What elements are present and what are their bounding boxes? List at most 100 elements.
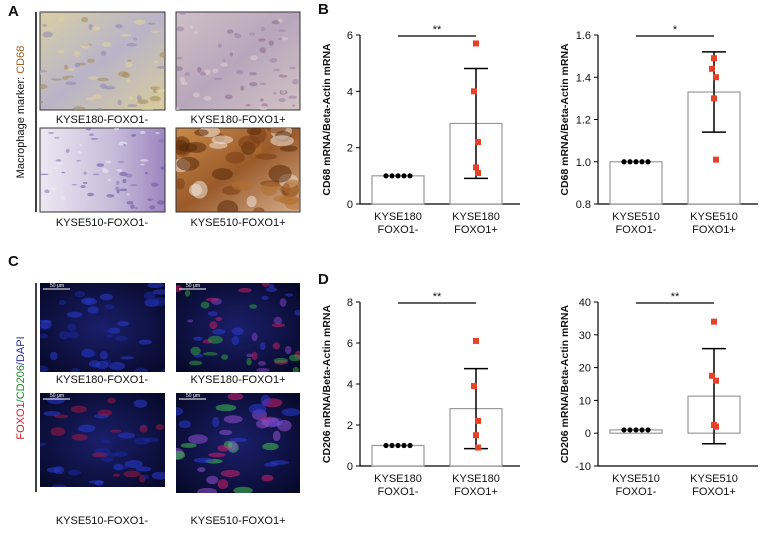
panel-label: D	[318, 271, 329, 288]
cell	[176, 407, 184, 416]
texture	[176, 283, 300, 372]
y-tick-label: 2	[347, 143, 353, 155]
y-tick-label: 0	[347, 461, 353, 473]
cell	[65, 81, 77, 86]
cell	[129, 184, 138, 187]
cell	[245, 104, 251, 107]
data-point	[709, 65, 715, 72]
cell	[44, 189, 50, 194]
cell	[120, 356, 135, 360]
data-point	[627, 427, 633, 433]
cell	[141, 106, 154, 110]
cell	[210, 108, 214, 110]
cell	[176, 450, 186, 460]
cell	[151, 182, 159, 187]
cell	[147, 22, 156, 25]
side-label-part: /CD206	[15, 365, 27, 402]
cell	[176, 156, 200, 171]
cell	[133, 437, 151, 445]
cell	[231, 336, 240, 345]
cell	[147, 283, 164, 289]
cell	[211, 135, 234, 145]
cell	[234, 33, 242, 39]
ihc-image	[39, 11, 166, 111]
image-caption: KYSE180-FOXO1+	[190, 114, 285, 126]
cell	[138, 339, 152, 345]
cell	[74, 291, 86, 298]
y-tick-label: 30	[579, 330, 591, 342]
cell	[90, 138, 99, 140]
side-label-part: CD68	[15, 46, 27, 74]
y-tick-label: 1.2	[576, 115, 591, 127]
cell	[259, 105, 268, 110]
cell	[248, 72, 257, 76]
cell	[288, 12, 293, 14]
cell	[277, 419, 292, 432]
cell	[160, 166, 165, 170]
cell	[123, 144, 127, 146]
data-point	[645, 427, 651, 433]
cell	[155, 88, 165, 93]
cell	[97, 107, 103, 110]
cell	[131, 134, 137, 137]
texture	[176, 12, 299, 110]
cell	[140, 159, 149, 162]
cell	[157, 200, 165, 205]
scale-label: 50 μm	[186, 283, 200, 289]
cell	[284, 345, 292, 355]
cell	[220, 62, 228, 67]
side-label-part: Macrophage marker:	[15, 74, 27, 179]
cell	[176, 178, 185, 190]
cell	[149, 205, 156, 210]
cell	[67, 67, 75, 72]
cell	[133, 37, 138, 41]
bar	[609, 161, 663, 205]
y-tick-label: 20	[579, 363, 591, 375]
x-tick-label: FOXO1+	[454, 486, 498, 498]
cell	[176, 139, 189, 155]
cell	[246, 128, 262, 136]
cell	[211, 168, 233, 181]
cell	[99, 351, 108, 360]
cell	[139, 425, 148, 433]
y-tick-label: 1.4	[576, 72, 591, 84]
cell	[123, 470, 141, 478]
cell	[193, 336, 203, 341]
data-point	[627, 159, 633, 165]
cell	[256, 419, 269, 429]
y-tick-label: 40	[579, 297, 591, 309]
cell	[88, 480, 105, 484]
cell	[188, 434, 208, 444]
cell	[217, 444, 230, 452]
cell	[176, 107, 180, 110]
cell	[55, 159, 62, 162]
data-point	[633, 159, 639, 165]
cell	[271, 323, 286, 328]
cell	[248, 32, 256, 36]
cell	[112, 473, 121, 477]
cell	[130, 204, 135, 209]
cell	[262, 442, 279, 451]
scale-label: 50 μm	[186, 393, 200, 399]
cell	[106, 194, 115, 198]
data-point	[473, 40, 479, 47]
cell	[249, 81, 258, 87]
panel-label: B	[318, 1, 329, 18]
cell	[217, 200, 239, 212]
cell	[259, 47, 267, 53]
cell	[256, 368, 270, 372]
y-axis-label: CD206 mRNA/Beta-Actin mRNA	[559, 305, 571, 464]
cell	[53, 465, 65, 475]
cell	[207, 311, 218, 317]
cell	[49, 187, 58, 191]
cell	[48, 131, 55, 134]
cell	[156, 65, 165, 69]
texture	[40, 396, 165, 487]
cell	[273, 91, 277, 95]
cell	[281, 89, 286, 94]
cell	[92, 94, 102, 99]
scale-label: 50 μm	[50, 283, 64, 289]
cell	[43, 410, 61, 417]
cell	[248, 403, 267, 415]
